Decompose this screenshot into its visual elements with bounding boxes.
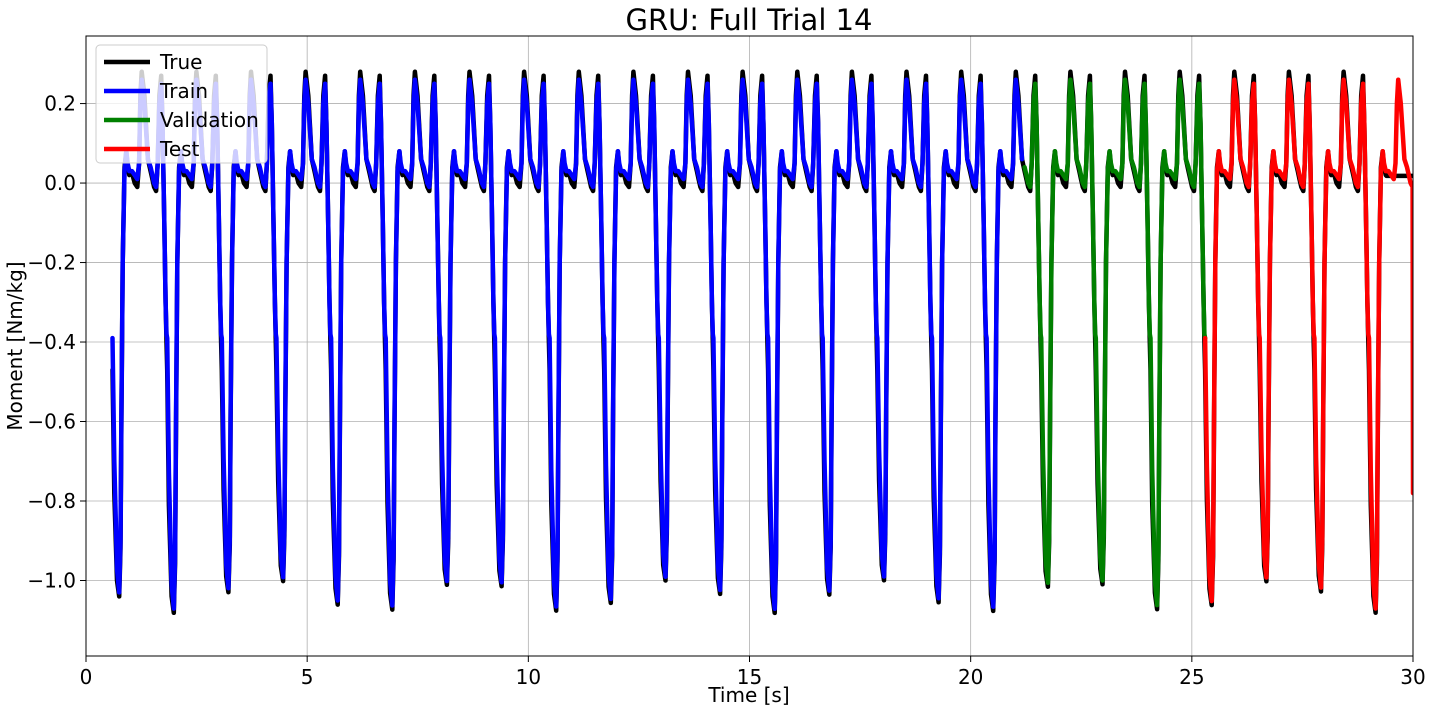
y-tick-label: −1.0 <box>27 568 76 592</box>
legend-label-validation: Validation <box>160 108 259 132</box>
x-tick-label: 5 <box>301 665 314 689</box>
x-axis-label: Time [s] <box>707 683 789 707</box>
x-tick-label: 25 <box>1179 665 1204 689</box>
legend: True Train Validation Test <box>96 45 267 163</box>
chart-title: GRU: Full Trial 14 <box>625 3 872 37</box>
y-axis-label: Moment [Nm/kg] <box>3 261 27 430</box>
y-tick-label: 0.2 <box>44 92 76 116</box>
legend-label-test: Test <box>159 137 200 161</box>
y-tick-label: −0.2 <box>27 251 76 275</box>
y-tick-label: −0.8 <box>27 489 76 513</box>
y-tick-label: −0.4 <box>27 330 76 354</box>
legend-label-true: True <box>159 50 202 74</box>
y-tick-label: −0.6 <box>27 410 76 434</box>
x-tick-label: 10 <box>516 665 541 689</box>
y-tick-label: 0.0 <box>44 171 76 195</box>
x-tick-label: 30 <box>1400 665 1425 689</box>
x-tick-label: 20 <box>958 665 983 689</box>
legend-label-train: Train <box>159 79 208 103</box>
x-tick-label: 0 <box>80 665 93 689</box>
